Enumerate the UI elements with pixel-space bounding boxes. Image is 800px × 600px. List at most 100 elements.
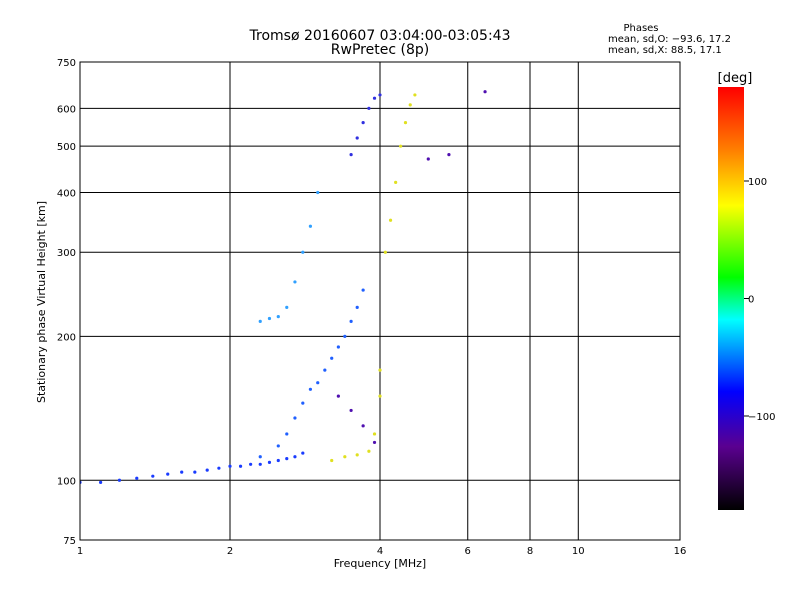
chart-subtitle: RwPretec (8p) (331, 42, 429, 58)
data-point (349, 319, 353, 323)
x-tick-label: 10 (572, 546, 585, 557)
data-point (388, 218, 393, 222)
data-point (355, 136, 359, 140)
data-point (426, 157, 430, 161)
colorbar-tick-label: 0 (748, 295, 754, 306)
data-point (151, 474, 155, 478)
x-tick-label: 6 (465, 546, 471, 557)
data-point (336, 345, 340, 349)
chart-title: Tromsø 20160607 03:04:00-03:05:43 (249, 28, 511, 44)
data-point (361, 121, 365, 125)
data-point (258, 455, 262, 459)
data-point (394, 180, 398, 184)
x-tick-label: 16 (674, 546, 687, 557)
colorbar-tick-label: −100 (748, 412, 775, 423)
y-tick-label: 500 (57, 142, 76, 153)
colorbar-tick-label: 100 (748, 177, 767, 188)
x-axis-label: Frequency [MHz] (334, 557, 426, 570)
data-point (336, 394, 340, 398)
data-point (378, 368, 382, 372)
y-tick-label: 400 (57, 188, 76, 199)
data-point (316, 381, 320, 385)
data-point (276, 315, 280, 319)
data-point (293, 280, 297, 284)
x-tick-label: 2 (227, 546, 233, 557)
data-point (285, 457, 289, 461)
colorbar (718, 87, 744, 510)
data-point (355, 305, 359, 309)
data-point (228, 464, 232, 468)
x-tick-label: 1 (77, 546, 83, 557)
data-point (308, 224, 313, 228)
x-tick-label: 8 (527, 546, 533, 557)
data-point (483, 90, 487, 94)
data-point (399, 144, 403, 148)
colorbar-ticks: 100 0 −100 (744, 177, 775, 423)
data-point (135, 476, 139, 480)
colorbar-label: [deg] (718, 71, 753, 86)
data-point (293, 455, 297, 459)
data-point (408, 103, 412, 107)
data-point (301, 401, 305, 405)
data-point (378, 394, 382, 398)
y-axis-label: Stationary phase Virtual Height [km] (35, 201, 48, 403)
data-point (180, 470, 184, 474)
data-point (378, 93, 382, 97)
data-point (316, 190, 320, 195)
data-point (301, 250, 305, 254)
data-point (285, 305, 289, 309)
data-point (372, 96, 377, 100)
y-tick-label: 300 (57, 248, 76, 259)
data-point (99, 480, 103, 484)
data-point (166, 472, 170, 476)
stats-line-o: mean, sd,O: −93.6, 17.2 (608, 34, 731, 45)
x-tick-label: 4 (377, 546, 383, 557)
data-point (238, 464, 243, 468)
data-point (367, 106, 371, 110)
data-point (372, 440, 377, 445)
data-point (349, 408, 353, 413)
data-point (330, 458, 334, 463)
data-point (413, 93, 417, 97)
data-point (330, 356, 334, 360)
data-point (343, 455, 347, 459)
data-point (193, 470, 197, 474)
data-point (267, 316, 272, 321)
data-point (323, 368, 327, 372)
y-tick-label: 200 (57, 332, 76, 343)
data-point (301, 451, 305, 455)
x-tick-labels: 1 2 4 6 8 10 16 (77, 546, 687, 557)
y-tick-label: 75 (63, 536, 76, 547)
data-point (205, 468, 209, 472)
data-point (361, 288, 365, 292)
data-point (276, 444, 280, 448)
data-point (383, 250, 387, 254)
data-point (367, 449, 371, 453)
data-point (258, 319, 262, 323)
data-point (403, 121, 408, 125)
data-point (308, 387, 313, 391)
y-tick-label: 100 (57, 476, 76, 487)
stats-header: Phases (623, 23, 658, 34)
data-point (249, 462, 253, 466)
plot-frame (79, 61, 681, 541)
data-point (293, 416, 297, 420)
data-point (258, 462, 262, 466)
data-point (361, 424, 365, 428)
grid (80, 62, 680, 540)
data-point (343, 334, 347, 338)
data-point (117, 478, 122, 482)
data-point (349, 153, 353, 157)
data-point (447, 153, 451, 157)
stats-line-x: mean, sd,X: 88.5, 17.1 (608, 45, 722, 56)
data-point (217, 466, 221, 470)
y-tick-label: 750 (57, 58, 76, 69)
y-tick-labels: 75 100 200 300 400 500 600 750 (57, 58, 76, 547)
data-point (355, 453, 359, 457)
data-point (267, 460, 272, 464)
data-point (372, 432, 377, 436)
data-points (80, 90, 487, 484)
y-tick-label: 600 (57, 104, 76, 115)
data-point (276, 458, 280, 463)
